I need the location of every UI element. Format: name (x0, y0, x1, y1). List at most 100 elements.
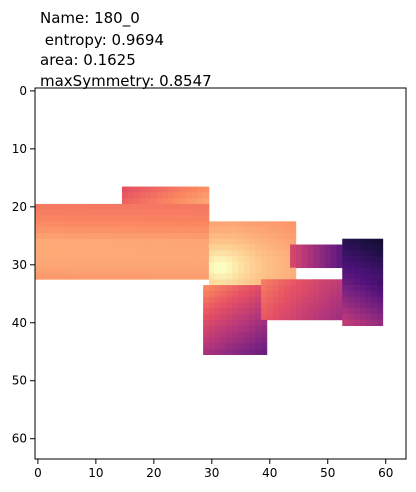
heatmap-cell (272, 256, 279, 263)
heatmap-cell (261, 273, 268, 280)
heatmap-cell (69, 209, 76, 216)
heatmap-cell (150, 203, 158, 211)
heatmap-cell (81, 267, 88, 274)
heatmap-cell (272, 232, 279, 240)
heatmap-cell (208, 343, 216, 350)
heatmap-cell (220, 279, 227, 286)
heatmap-cell (243, 343, 250, 350)
heatmap-cell (35, 273, 42, 280)
title-line-maxsymmetry: maxSymmetry: 0.8547 (40, 72, 212, 90)
heatmap-cell (226, 337, 233, 344)
heatmap-cell (348, 279, 355, 286)
heatmap-cell (98, 221, 105, 228)
heatmap-cell (203, 192, 210, 199)
heatmap-cell (324, 290, 331, 298)
y-tick-label: 10 (12, 142, 27, 156)
heatmap-cell (179, 227, 187, 234)
heatmap-cell (330, 285, 337, 292)
heatmap-cell (336, 296, 343, 303)
heatmap-cell (35, 203, 42, 211)
title-line-name: Name: 180_0 (40, 9, 140, 28)
heatmap-cell (232, 285, 239, 292)
heatmap-cell (98, 256, 105, 263)
heatmap-cell (353, 302, 360, 309)
heatmap-cell (301, 279, 308, 286)
heatmap-cell (255, 290, 262, 298)
heatmap-cell (371, 279, 378, 286)
heatmap-cell (272, 279, 279, 286)
heatmap-cell (52, 238, 59, 245)
heatmap-cell (278, 232, 285, 240)
heatmap-cell (98, 273, 105, 280)
heatmap-cell (185, 227, 192, 234)
heatmap-cell (319, 250, 326, 257)
heatmap-cell (214, 232, 221, 240)
heatmap-cell (104, 267, 111, 274)
heatmap-cell (46, 250, 53, 257)
heatmap-cell (214, 221, 221, 228)
heatmap-cell (261, 302, 268, 309)
heatmap-cell (237, 227, 245, 234)
heatmap-cell (307, 308, 314, 315)
heatmap-cell (98, 238, 105, 245)
heatmap-cell (220, 331, 227, 338)
heatmap-cell (150, 209, 158, 216)
heatmap-cell (121, 192, 129, 199)
heatmap-cell (92, 256, 100, 263)
heatmap-cell (203, 232, 210, 240)
heatmap-cell (208, 290, 216, 298)
heatmap-cell (150, 256, 158, 263)
heatmap-cell (127, 203, 134, 211)
heatmap-cell (110, 203, 117, 211)
heatmap-cell (46, 215, 53, 222)
heatmap-cell (226, 331, 233, 338)
heatmap-cell (69, 232, 76, 240)
heatmap-cell (284, 221, 291, 228)
heatmap-cell (272, 238, 279, 245)
heatmap-cell (98, 250, 105, 257)
heatmap-cell (255, 227, 262, 234)
heatmap-cell (295, 285, 303, 292)
heatmap-cell (301, 285, 308, 292)
heatmap-cell (232, 308, 239, 315)
heatmap-cell (255, 319, 262, 327)
heatmap-cell (377, 285, 384, 292)
heatmap-cell (249, 221, 256, 228)
heatmap-cell (307, 256, 314, 263)
heatmap-cell (226, 267, 233, 274)
heatmap-cell (203, 285, 210, 292)
heatmap-cell (278, 302, 285, 309)
heatmap-cell (255, 337, 262, 344)
heatmap-cell (174, 198, 181, 205)
heatmap-cell (348, 261, 355, 269)
x-tick-label: 40 (262, 466, 277, 480)
heatmap-cell (232, 331, 239, 338)
heatmap-cell (150, 250, 158, 257)
heatmap-cell (365, 250, 372, 257)
heatmap-cell (249, 285, 256, 292)
heatmap-cell (243, 319, 250, 327)
heatmap-cell (359, 296, 366, 303)
heatmap-cell (127, 198, 134, 205)
heatmap-cell (81, 244, 88, 251)
heatmap-cell (98, 215, 105, 222)
y-tick-label: 50 (12, 374, 27, 388)
heatmap-cell (40, 209, 47, 216)
heatmap-cell (220, 244, 227, 251)
heatmap-cell (237, 285, 245, 292)
heatmap-cell (284, 238, 291, 245)
heatmap-cell (110, 238, 117, 245)
heatmap-cell (46, 232, 53, 240)
heatmap-cell (272, 227, 279, 234)
heatmap-cell (168, 238, 175, 245)
heatmap-cell (121, 267, 129, 274)
heatmap-cell (133, 215, 140, 222)
heatmap-cell (191, 244, 198, 251)
heatmap-cell (150, 273, 158, 280)
heatmap-cell (81, 232, 88, 240)
heatmap-cell (342, 302, 349, 309)
heatmap-cell (208, 250, 216, 257)
heatmap-cell (208, 261, 216, 269)
heatmap-cell (226, 319, 233, 327)
